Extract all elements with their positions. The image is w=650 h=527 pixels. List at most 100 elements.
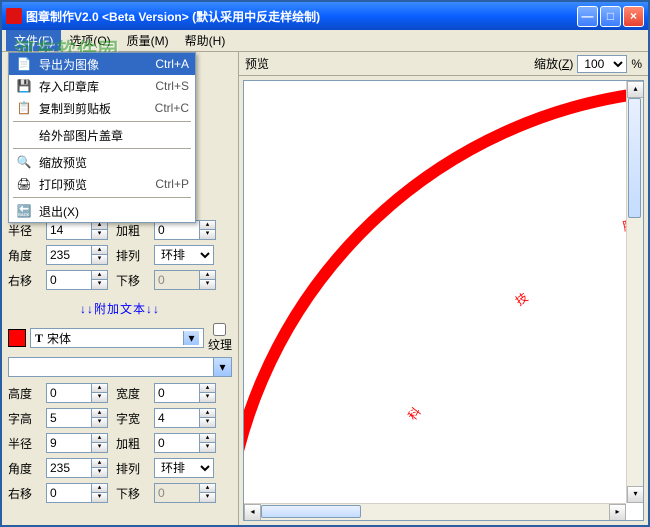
scroll-thumb-h[interactable] xyxy=(261,505,361,518)
file-dropdown: 📄 导出为图像 Ctrl+A 💾 存入印章库 Ctrl+S 📋 复制到剪贴板 C… xyxy=(8,52,196,223)
input-right-shift2[interactable] xyxy=(46,483,92,503)
input-down-shift xyxy=(154,270,200,290)
scrollbar-horizontal[interactable]: ◂ ▸ xyxy=(244,503,626,520)
spin-up[interactable]: ▴ xyxy=(200,384,215,393)
menu-help[interactable]: 帮助(H) xyxy=(177,30,234,51)
spin-up[interactable]: ▴ xyxy=(200,434,215,443)
printer-icon: 🖨 xyxy=(15,176,33,192)
menu-copy-clipboard[interactable]: 📋 复制到剪贴板 Ctrl+C xyxy=(9,97,195,119)
close-button[interactable]: × xyxy=(623,6,644,27)
label-char-h: 字高 xyxy=(8,410,38,427)
input-angle2[interactable] xyxy=(46,458,92,478)
input-bold2[interactable] xyxy=(154,433,200,453)
menu-options[interactable]: 选项(O) xyxy=(61,30,118,51)
spin-down[interactable]: ▾ xyxy=(92,255,107,264)
input-angle[interactable] xyxy=(46,245,92,265)
percent-label: % xyxy=(631,57,642,71)
window-title: 图章制作V2.0 <Beta Version> (默认采用中反走样绘制) xyxy=(26,8,577,25)
menubar: 文件(F) 选项(O) 质量(M) 帮助(H) xyxy=(2,30,648,52)
minimize-button[interactable]: — xyxy=(577,6,598,27)
scroll-down-icon[interactable]: ▾ xyxy=(627,486,644,503)
zoom-label: 缩放(Z) xyxy=(534,55,573,72)
input-height[interactable] xyxy=(46,383,92,403)
spin-up[interactable]: ▴ xyxy=(92,434,107,443)
font-name: 宋体 xyxy=(47,330,71,347)
menu-file[interactable]: 文件(F) xyxy=(6,30,61,51)
row-angle2: 角度 ▴▾ 排列 环排 xyxy=(8,458,232,478)
spin-up[interactable]: ▴ xyxy=(200,271,215,280)
preview-area: 预览 缩放(Z) 100 % 科 技 股 ▴ ▾ ◂ ▸ xyxy=(239,52,648,525)
scrollbar-vertical[interactable]: ▴ ▾ xyxy=(626,81,643,503)
input-radius2[interactable] xyxy=(46,433,92,453)
preview-canvas: 科 技 股 ▴ ▾ ◂ ▸ xyxy=(243,80,644,521)
spin-down[interactable]: ▾ xyxy=(200,280,215,289)
spin-down[interactable]: ▾ xyxy=(200,443,215,452)
app-icon xyxy=(6,8,22,24)
spin-down[interactable]: ▾ xyxy=(92,230,107,239)
input-radius[interactable] xyxy=(46,220,92,240)
row-charh: 字高 ▴▾ 字宽 ▴▾ xyxy=(8,408,232,428)
spin-up[interactable]: ▴ xyxy=(200,221,215,230)
menu-save-stamp[interactable]: 💾 存入印章库 Ctrl+S xyxy=(9,75,195,97)
exit-icon: 🔙 xyxy=(15,203,33,219)
label-arrange2: 排列 xyxy=(116,460,146,477)
input-right-shift[interactable] xyxy=(46,270,92,290)
spin-down[interactable]: ▾ xyxy=(92,443,107,452)
menu-stamp-external[interactable]: 给外部图片盖章 xyxy=(9,124,195,146)
spin-down[interactable]: ▾ xyxy=(92,468,107,477)
menu-print-preview[interactable]: 🖨 打印预览 Ctrl+P xyxy=(9,173,195,195)
chevron-down-icon[interactable]: ▾ xyxy=(183,331,199,345)
zoom-select[interactable]: 100 xyxy=(577,55,627,73)
blank-icon xyxy=(15,127,33,143)
chevron-down-icon[interactable]: ▾ xyxy=(214,357,232,377)
attach-text-label: ↓↓附加文本↓↓ xyxy=(8,300,232,317)
menu-quality[interactable]: 质量(M) xyxy=(119,30,177,51)
input-bold[interactable] xyxy=(154,220,200,240)
spin-down[interactable]: ▾ xyxy=(92,493,107,502)
scroll-left-icon[interactable]: ◂ xyxy=(244,504,261,521)
spin-down[interactable]: ▾ xyxy=(92,280,107,289)
scroll-right-icon[interactable]: ▸ xyxy=(609,504,626,521)
spin-up[interactable]: ▴ xyxy=(92,384,107,393)
spin-up[interactable]: ▴ xyxy=(92,459,107,468)
row-height: 高度 ▴▾ 宽度 ▴▾ xyxy=(8,383,232,403)
label-bold: 加粗 xyxy=(116,222,146,239)
label-arrange: 排列 xyxy=(116,247,146,264)
input-char-w[interactable] xyxy=(154,408,200,428)
spin-down[interactable]: ▾ xyxy=(200,418,215,427)
menu-exit[interactable]: 🔙 退出(X) xyxy=(9,200,195,222)
spin-up[interactable]: ▴ xyxy=(92,246,107,255)
select-arrange[interactable]: 环排 xyxy=(154,245,214,265)
texture-checkbox[interactable]: 纹理 xyxy=(208,323,232,353)
spin-up[interactable]: ▴ xyxy=(200,484,215,493)
spin-down[interactable]: ▾ xyxy=(200,230,215,239)
spin-up[interactable]: ▴ xyxy=(92,484,107,493)
spin-down[interactable]: ▾ xyxy=(92,393,107,402)
spin-down[interactable]: ▾ xyxy=(200,493,215,502)
spin-up[interactable]: ▴ xyxy=(92,409,107,418)
maximize-button[interactable]: □ xyxy=(600,6,621,27)
scroll-up-icon[interactable]: ▴ xyxy=(627,81,644,98)
spin-up[interactable]: ▴ xyxy=(200,409,215,418)
font-row: T 宋体 ▾ 纹理 xyxy=(8,323,232,353)
seal-char-1: 技 xyxy=(513,290,531,308)
label-bold2: 加粗 xyxy=(116,435,146,452)
spin-down[interactable]: ▾ xyxy=(200,393,215,402)
select-arrange2[interactable]: 环排 xyxy=(154,458,214,478)
input-width[interactable] xyxy=(154,383,200,403)
scroll-thumb-v[interactable] xyxy=(628,98,641,218)
input-char-h[interactable] xyxy=(46,408,92,428)
text-input-row: ▾ xyxy=(8,357,232,377)
menu-export-image[interactable]: 📄 导出为图像 Ctrl+A xyxy=(9,53,195,75)
menu-separator xyxy=(13,148,191,149)
font-select[interactable]: T 宋体 ▾ xyxy=(30,328,204,348)
titlebar: 图章制作V2.0 <Beta Version> (默认采用中反走样绘制) — □… xyxy=(2,2,648,30)
texture-cb-input[interactable] xyxy=(213,323,226,336)
attach-text-input[interactable] xyxy=(8,357,214,377)
menu-separator xyxy=(13,197,191,198)
menu-zoom-preview[interactable]: 🔍 缩放预览 xyxy=(9,151,195,173)
color-swatch[interactable] xyxy=(8,329,26,347)
spin-up[interactable]: ▴ xyxy=(92,271,107,280)
row-shift: 右移 ▴▾ 下移 ▴▾ xyxy=(8,270,232,290)
spin-down[interactable]: ▾ xyxy=(92,418,107,427)
